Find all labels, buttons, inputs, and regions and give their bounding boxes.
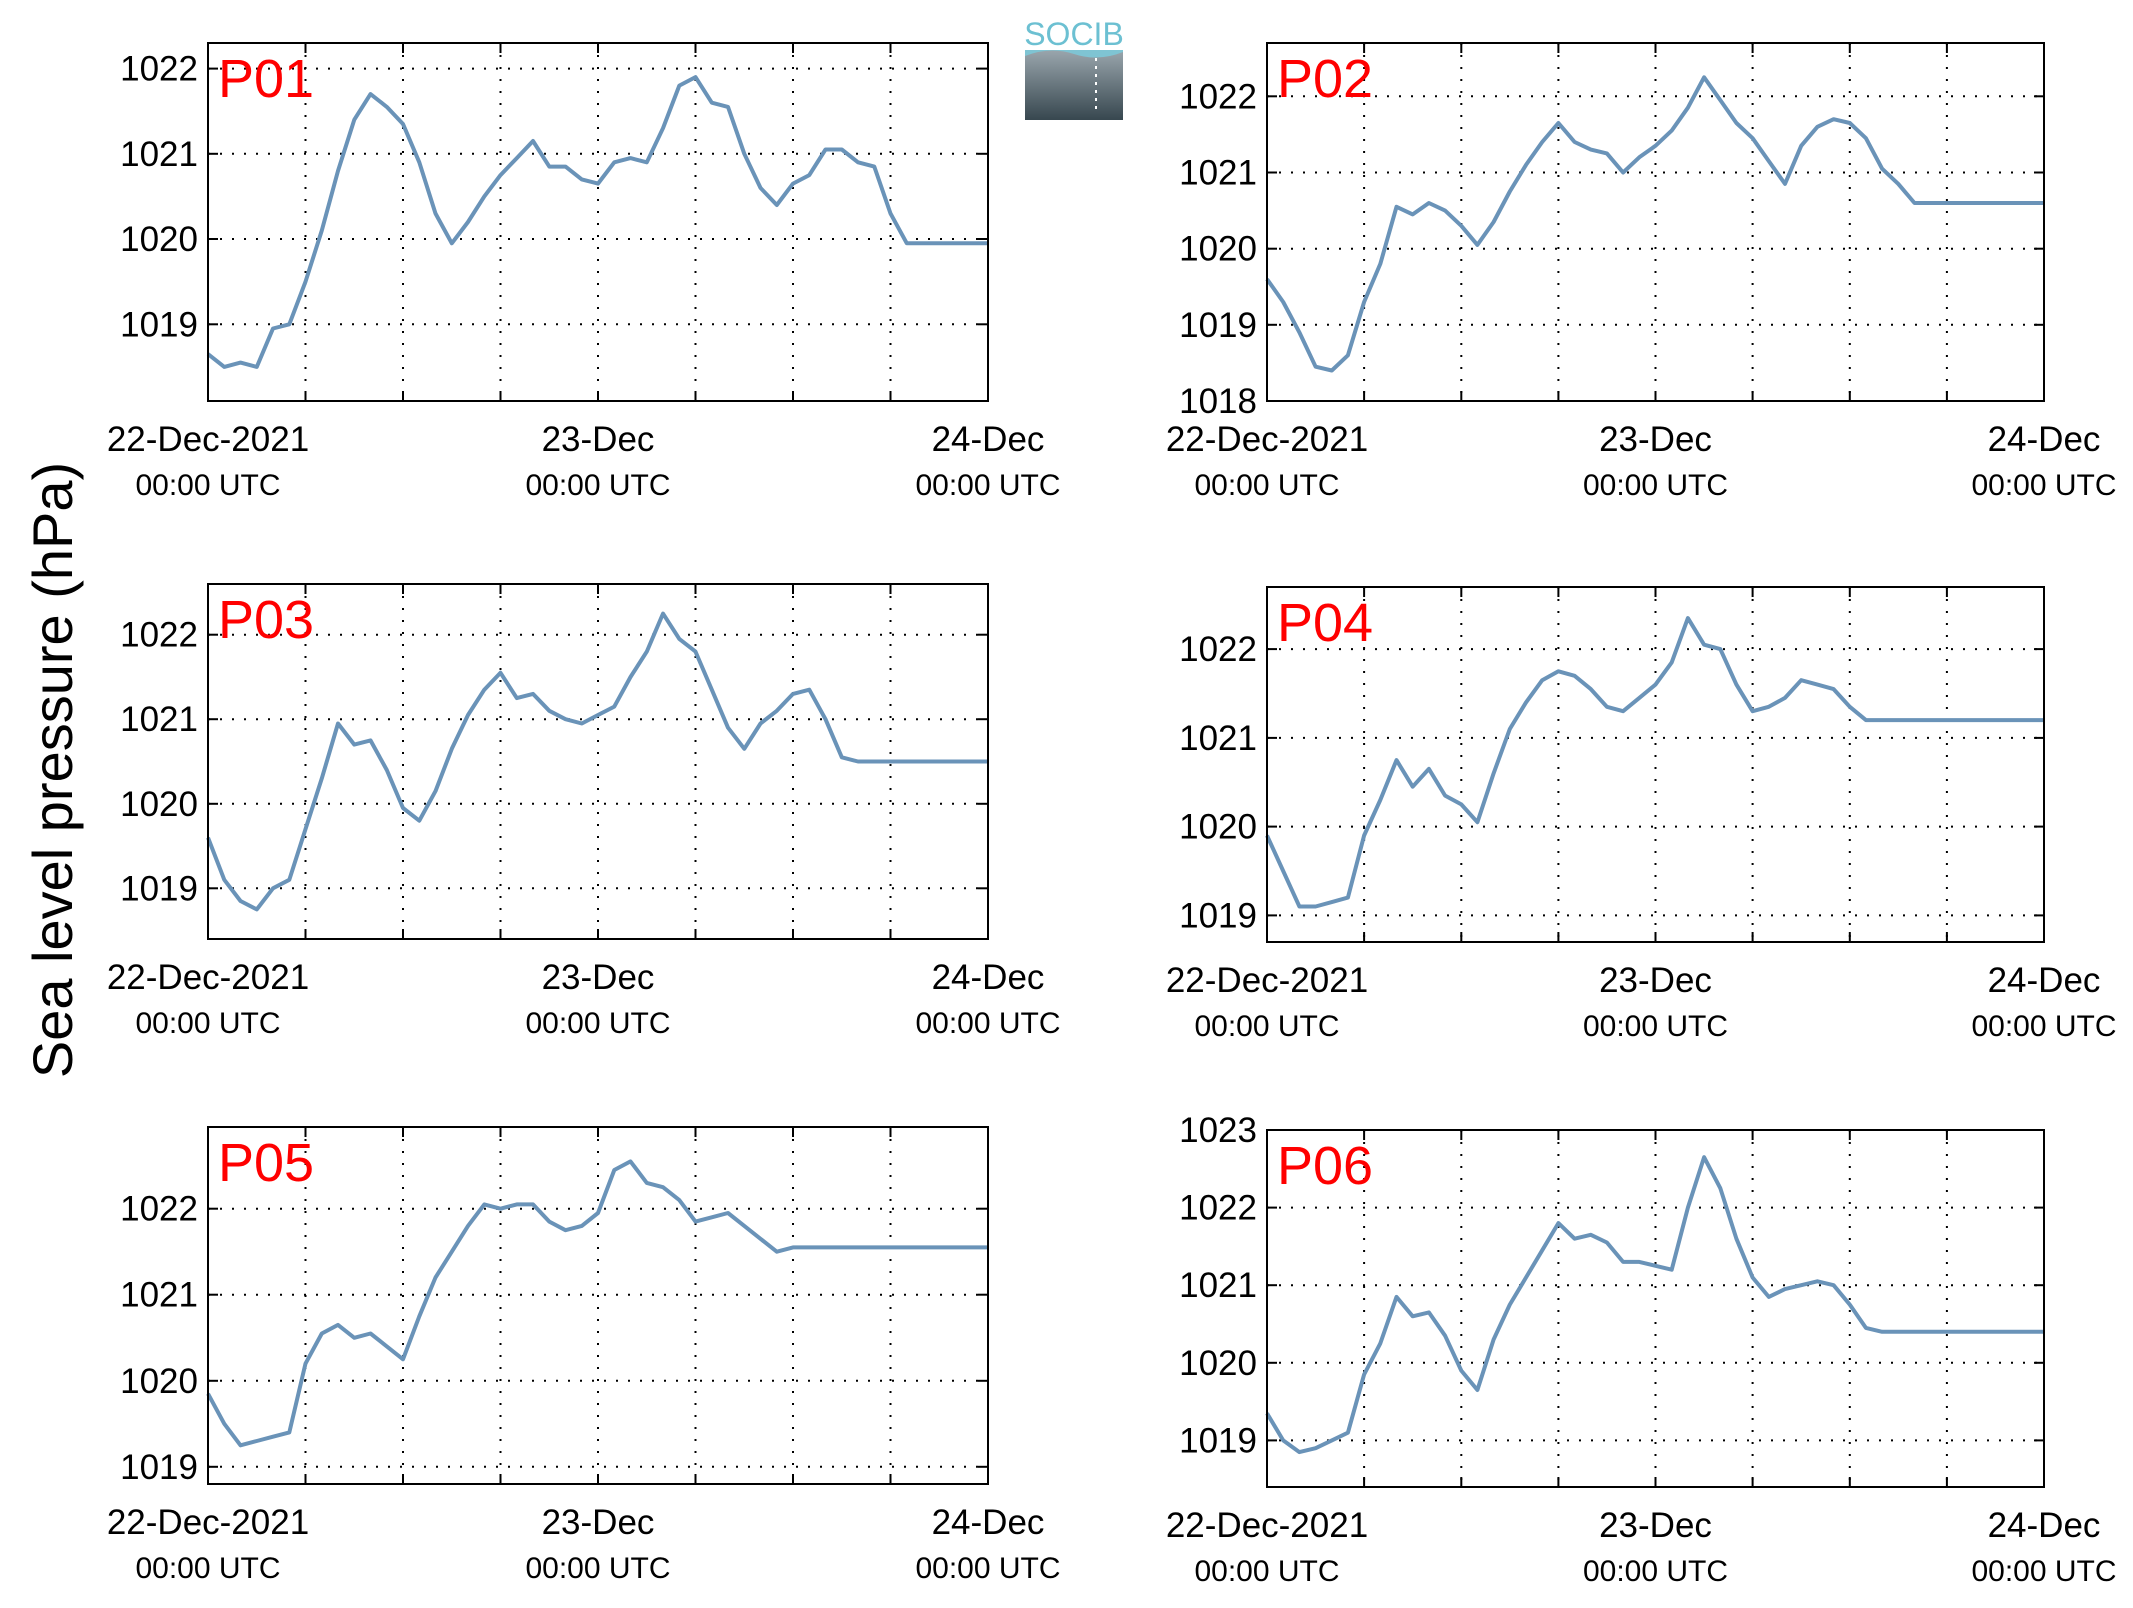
- pressure-series-line: [206, 75, 988, 369]
- x-tick-label-date: 22-Dec-2021: [1166, 1506, 1368, 1545]
- x-tick-label-date: 23-Dec: [542, 420, 655, 459]
- y-tick-label: 1019: [120, 1448, 198, 1487]
- socib-logo: SOCIB: [1024, 16, 1124, 120]
- y-tick-label: 1022: [120, 50, 198, 89]
- x-tick-label-time: 00:00 UTC: [1971, 469, 2116, 502]
- panel-p02: 1018 1019 1020 1021 1022 P02 22-Dec-2021 00:00 …: [1166, 42, 2117, 502]
- x-tick-label-date: 22-Dec-2021: [1166, 961, 1368, 1000]
- y-tick-label: 1018: [1179, 382, 1257, 421]
- x-tick-label-date: 24-Dec: [1988, 1506, 2101, 1545]
- x-tick-label-time: 00:00 UTC: [1971, 1555, 2116, 1588]
- y-axis-title: Sea level pressure (hPa): [21, 462, 84, 1078]
- plot-frame: [1266, 586, 2045, 943]
- x-tick-label-time: 00:00 UTC: [1583, 469, 1728, 502]
- station-label: P04: [1277, 593, 1373, 653]
- pressure-series-line: [1265, 616, 2044, 909]
- x-tick-label-time: 00:00 UTC: [915, 1007, 1060, 1040]
- y-tick-label: 1019: [120, 869, 198, 908]
- x-tick-label-date: 23-Dec: [1599, 420, 1712, 459]
- logo-wave: [1025, 50, 1123, 58]
- x-tick-label-date: 22-Dec-2021: [107, 420, 309, 459]
- x-tick-label-time: 00:00 UTC: [135, 469, 280, 502]
- x-tick-label-time: 00:00 UTC: [1194, 469, 1339, 502]
- y-tick-label: 1020: [120, 1362, 198, 1401]
- pressure-series-line: [1265, 75, 2044, 373]
- panel-p06: 1019 1020 1021 1022 1023 P06 22-Dec-2021 00:00 …: [1166, 1111, 2117, 1588]
- pressure-series-line: [206, 1159, 988, 1448]
- y-tick-label: 1020: [120, 785, 198, 824]
- y-tick-label: 1020: [1179, 230, 1257, 269]
- y-tick-label: 1021: [1179, 154, 1257, 193]
- y-tick-label: 1021: [1179, 1266, 1257, 1305]
- station-label: P05: [218, 1133, 314, 1193]
- plot-frame: [207, 1126, 989, 1485]
- x-tick-label-date: 23-Dec: [1599, 961, 1712, 1000]
- y-tick-label: 1022: [1179, 630, 1257, 669]
- x-tick-label-time: 00:00 UTC: [525, 469, 670, 502]
- y-tick-label: 1020: [1179, 808, 1257, 847]
- logo-block: [1025, 50, 1123, 120]
- plot-frame: [207, 42, 989, 402]
- x-tick-label-date: 23-Dec: [1599, 1506, 1712, 1545]
- y-tick-label: 1019: [1179, 306, 1257, 345]
- x-tick-label-time: 00:00 UTC: [1194, 1555, 1339, 1588]
- x-tick-label-time: 00:00 UTC: [1194, 1010, 1339, 1043]
- y-tick-label: 1021: [120, 135, 198, 174]
- x-tick-label-time: 00:00 UTC: [525, 1007, 670, 1040]
- x-tick-label-time: 00:00 UTC: [915, 1552, 1060, 1585]
- x-tick-label-date: 22-Dec-2021: [107, 1503, 309, 1542]
- y-tick-label: 1020: [120, 220, 198, 259]
- panel-p03: 1019 1020 1021 1022 P03 22-Dec-2021 00:00 UTC 2…: [107, 583, 1061, 1040]
- x-tick-label-date: 24-Dec: [1988, 961, 2101, 1000]
- y-tick-label: 1019: [1179, 1421, 1257, 1460]
- x-tick-label-date: 24-Dec: [932, 420, 1045, 459]
- pressure-series-line: [206, 611, 988, 912]
- plot-frame: [207, 583, 989, 940]
- x-tick-label-time: 00:00 UTC: [135, 1552, 280, 1585]
- x-tick-label-date: 24-Dec: [932, 1503, 1045, 1542]
- x-tick-label-time: 00:00 UTC: [915, 469, 1060, 502]
- x-tick-label-time: 00:00 UTC: [525, 1552, 670, 1585]
- plot-frame: [1266, 1129, 2045, 1488]
- y-tick-label: 1019: [120, 305, 198, 344]
- y-tick-label: 1020: [1179, 1344, 1257, 1383]
- x-tick-label-time: 00:00 UTC: [135, 1007, 280, 1040]
- x-tick-label-time: 00:00 UTC: [1583, 1010, 1728, 1043]
- y-tick-label: 1019: [1179, 896, 1257, 935]
- x-tick-label-date: 22-Dec-2021: [107, 958, 309, 997]
- panel-p01: 1019 1020 1021 1022 P01 22-Dec-2021 00:00 UTC 2…: [107, 42, 1061, 502]
- y-tick-label: 1022: [120, 1190, 198, 1229]
- panel-p04: 1019 1020 1021 1022 P04 22-Dec-2021 00:00 UTC 2…: [1166, 586, 2117, 1043]
- x-tick-label-date: 23-Dec: [542, 958, 655, 997]
- panel-p05: 1019 1020 1021 1022 P05 22-Dec-2021 00:00 UTC 2…: [107, 1126, 1061, 1585]
- station-label: P01: [218, 49, 314, 109]
- plot-frame: [1266, 42, 2045, 402]
- y-tick-label: 1022: [1179, 77, 1257, 116]
- pressure-series-line: [1265, 1155, 2044, 1455]
- x-tick-label-date: 23-Dec: [542, 1503, 655, 1542]
- station-label: P06: [1277, 1136, 1373, 1196]
- x-tick-label-time: 00:00 UTC: [1583, 1555, 1728, 1588]
- logo-text: SOCIB: [1024, 16, 1124, 52]
- y-tick-label: 1021: [120, 1276, 198, 1315]
- station-label: P03: [218, 590, 314, 650]
- y-tick-label: 1022: [1179, 1189, 1257, 1228]
- y-tick-label: 1021: [1179, 719, 1257, 758]
- y-tick-label: 1021: [120, 700, 198, 739]
- y-tick-label: 1022: [120, 616, 198, 655]
- x-tick-label-date: 24-Dec: [1988, 420, 2101, 459]
- station-label: P02: [1277, 49, 1373, 109]
- y-tick-label: 1023: [1179, 1111, 1257, 1150]
- x-tick-label-time: 00:00 UTC: [1971, 1010, 2116, 1043]
- x-tick-label-date: 22-Dec-2021: [1166, 420, 1368, 459]
- x-tick-label-date: 24-Dec: [932, 958, 1045, 997]
